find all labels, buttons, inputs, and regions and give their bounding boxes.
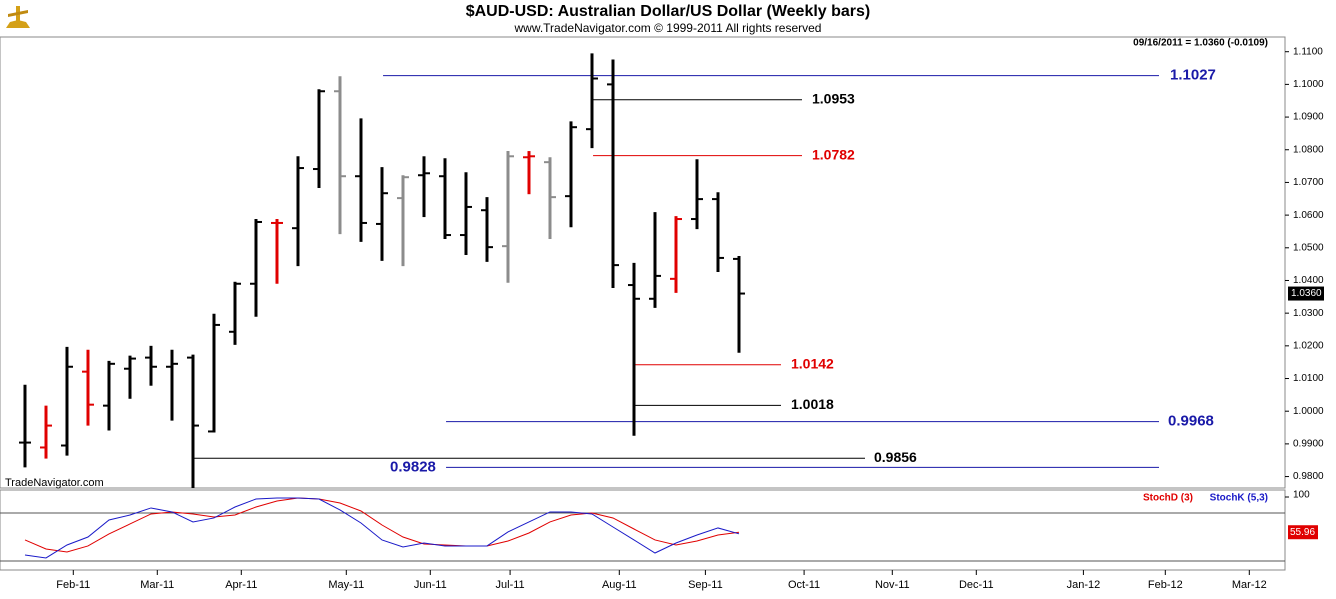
stoch-line xyxy=(24,497,740,553)
y-tick-label: 1.0000 xyxy=(1293,406,1324,417)
level-label: 1.0018 xyxy=(791,396,834,412)
x-tick-label: Jul-11 xyxy=(496,579,525,591)
x-tick-label: May-11 xyxy=(328,579,364,591)
y-tick-label: 0.9900 xyxy=(1293,439,1324,450)
x-tick-label: Aug-11 xyxy=(602,579,637,591)
level-label: 1.0782 xyxy=(812,146,855,162)
y-tick-label: 1.0100 xyxy=(1293,373,1324,384)
stoch-value-box xyxy=(1288,525,1318,540)
x-tick-label: Oct-11 xyxy=(788,579,820,591)
stoch-panel xyxy=(0,489,1286,571)
y-tick-label: 1.0200 xyxy=(1293,340,1324,351)
x-tick-label: Jan-12 xyxy=(1067,579,1101,591)
y-tick-label: 1.0300 xyxy=(1293,308,1324,319)
y-tick-label: 1.1100 xyxy=(1293,46,1323,57)
info: 09/16/2011 = 1.0360 (-0.0109) xyxy=(1133,38,1268,49)
chart-title: $AUD-USD: Australian Dollar/US Dollar (W… xyxy=(466,3,871,20)
x-tick-label: Feb-12 xyxy=(1148,579,1183,591)
level-label: 1.0953 xyxy=(812,90,855,106)
x-tick-label: Feb-11 xyxy=(56,579,90,591)
stoch-value-label: 55.96 xyxy=(1290,527,1315,538)
stoch-tick-label: 100 xyxy=(1293,490,1310,501)
y-tick-label: 1.0700 xyxy=(1293,177,1324,188)
y-tick-label: 1.0800 xyxy=(1293,144,1324,155)
logo xyxy=(6,6,30,28)
chart-subtitle: www.TradeNavigator.com © 1999-2011 All r… xyxy=(514,21,822,35)
legend-entry: StochK (5,3) xyxy=(1210,493,1268,504)
x-tick-label: Mar-11 xyxy=(140,579,174,591)
x-tick-label: Nov-11 xyxy=(875,579,910,591)
x-tick-label: Jun-11 xyxy=(414,579,447,591)
level-label: 0.9968 xyxy=(1168,413,1214,430)
y-tick-label: 1.0400 xyxy=(1293,275,1324,286)
y-tick-label: 0.9800 xyxy=(1293,471,1324,482)
level-label: 1.0142 xyxy=(791,355,834,371)
level-label: 0.9856 xyxy=(874,449,917,465)
legend-entry: StochD (3) xyxy=(1143,493,1193,504)
y-tick-label: 1.0600 xyxy=(1293,210,1324,221)
y-tick-label: 1.1000 xyxy=(1293,79,1324,90)
y-tick-label: 1.0500 xyxy=(1293,242,1324,253)
last-price-box xyxy=(1288,286,1324,301)
stoch-line xyxy=(24,497,740,559)
watermark: TradeNavigator.com xyxy=(5,477,104,489)
level-label: 0.9828 xyxy=(390,458,436,475)
x-tick-label: Apr-11 xyxy=(225,579,257,591)
x-tick-label: Mar-12 xyxy=(1232,579,1267,591)
price-plot xyxy=(18,53,1159,488)
x-tick-label: Sep-11 xyxy=(688,579,723,591)
y-tick-label: 1.0900 xyxy=(1293,112,1324,123)
level-label: 1.1027 xyxy=(1170,67,1216,84)
last-price-label: 1.0360 xyxy=(1291,288,1322,299)
x-tick-label: Dec-11 xyxy=(959,579,994,591)
